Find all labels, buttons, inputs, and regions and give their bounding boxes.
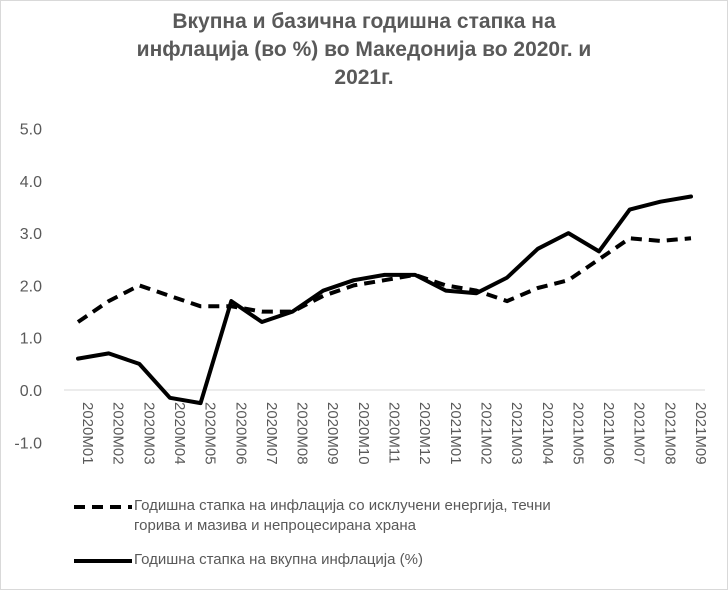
y-tick-label: 1.0 xyxy=(20,331,42,348)
y-tick-label: 3.0 xyxy=(20,226,42,243)
x-tick-label: 2020M09 xyxy=(324,402,341,465)
x-tick-label: 2020M03 xyxy=(140,402,157,465)
y-tick-label: 2.0 xyxy=(20,278,42,295)
x-tick-label: 2021M06 xyxy=(600,402,617,465)
chart-title-line: 2021г. xyxy=(334,66,394,89)
x-tick-label: 2020M01 xyxy=(79,402,96,465)
x-tick-label: 2021M02 xyxy=(477,402,494,465)
legend-swatch-solid xyxy=(70,550,134,572)
x-tick-label: 2020M02 xyxy=(110,402,127,465)
x-tick-label: 2020M04 xyxy=(171,402,188,465)
x-tick-label: 2021M03 xyxy=(508,402,525,465)
chart-title: Вкупна и базична годишна стапка на инфла… xyxy=(60,8,668,92)
y-tick-label: 5.0 xyxy=(20,122,42,139)
series-line-total-inflation xyxy=(76,194,693,406)
y-tick-label: 4.0 xyxy=(20,174,42,191)
y-tick-label: -1.0 xyxy=(14,435,42,452)
legend-swatch-dashed xyxy=(70,496,134,518)
x-tick-label: 2021M07 xyxy=(631,402,648,465)
x-tick-label: 2021M09 xyxy=(692,402,709,465)
legend-label: горива и мазива и непроцесирана храна xyxy=(134,517,417,534)
legend-label: Годишна стапка на инфлација со исклучени… xyxy=(134,497,551,514)
x-tick-label: 2020M08 xyxy=(294,402,311,465)
chart-title-line: Вкупна и базична годишна стапка на xyxy=(172,10,556,33)
x-tick-label: 2021M05 xyxy=(569,402,586,465)
x-tick-label: 2021M04 xyxy=(539,402,556,465)
x-tick-label: 2021M01 xyxy=(447,402,464,465)
legend-label: Годишна стапка на вкупна инфлација (%) xyxy=(134,551,423,568)
x-tick-label: 2020M07 xyxy=(263,402,280,465)
x-tick-label: 2020M06 xyxy=(232,402,249,465)
chart-legend: Годишна стапка на инфлација со исклучени… xyxy=(70,496,710,586)
legend-item-core-inflation: Годишна стапка на инфлација со исклучени… xyxy=(70,496,710,536)
x-tick-label: 2020M12 xyxy=(416,402,433,465)
x-tick-label: 2020M05 xyxy=(202,402,219,465)
x-tick-label: 2020M10 xyxy=(355,402,372,465)
legend-item-total-inflation: Годишна стапка на вкупна инфлација (%) xyxy=(70,550,710,572)
series-line-core-inflation xyxy=(76,236,692,324)
y-tick-label: 0.0 xyxy=(20,383,42,400)
x-tick-label: 2021M08 xyxy=(661,402,678,465)
chart-title-line: инфлација (во %) во Македонија во 2020г.… xyxy=(136,38,592,61)
x-tick-label: 2020M11 xyxy=(386,402,403,463)
